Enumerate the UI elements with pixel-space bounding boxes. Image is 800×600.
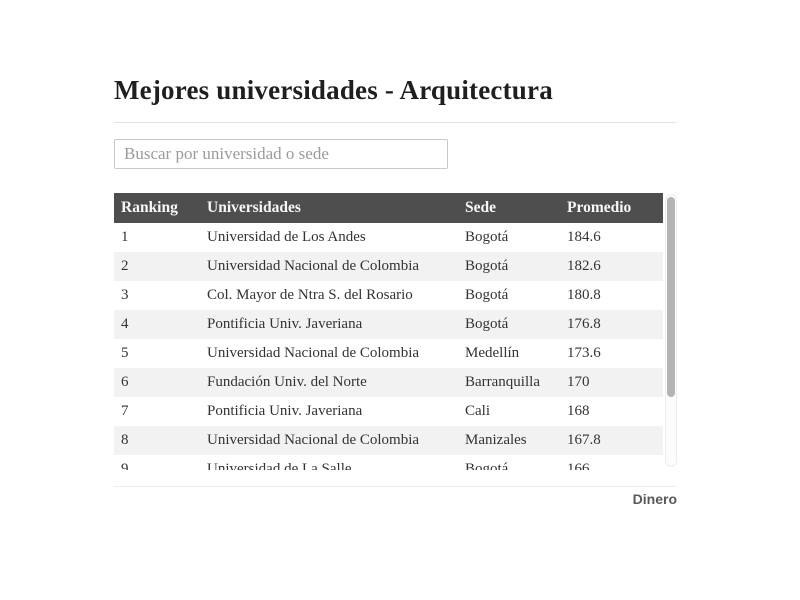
- cell-sede: Bogotá: [465, 229, 509, 245]
- page-title: Mejores universidades - Arquitectura: [114, 75, 553, 105]
- cell-ranking: 6: [121, 374, 129, 390]
- table-row: 1 Universidad de Los Andes Bogotá 184.6: [114, 223, 663, 252]
- column-header-ranking: Ranking: [114, 193, 207, 223]
- column-header-sede: Sede: [465, 193, 567, 223]
- ranking-table: Ranking Universidades Sede Promedio 1 Uni…: [114, 193, 663, 470]
- cell-universidad: Fundación Univ. del Norte: [207, 374, 367, 390]
- cell-universidad: Universidad Nacional de Colombia: [207, 432, 420, 448]
- cell-universidad: Universidad de Los Andes: [207, 229, 366, 245]
- cell-universidad: Universidad Nacional de Colombia: [207, 345, 420, 361]
- cell-universidad: Pontificia Univ. Javeriana: [207, 316, 363, 332]
- cell-promedio: 166: [567, 461, 590, 470]
- cell-ranking: 7: [121, 403, 129, 419]
- widget-container: Mejores universidades - Arquitectura Ran…: [114, 0, 677, 600]
- source-label: Dinero: [632, 491, 677, 507]
- cell-ranking: 2: [121, 258, 129, 274]
- cell-sede: Bogotá: [465, 258, 509, 274]
- footer-divider: [114, 486, 676, 487]
- cell-ranking: 8: [121, 432, 129, 448]
- cell-promedio: 182.6: [567, 258, 601, 274]
- cell-promedio: 184.6: [567, 229, 601, 245]
- table-row: 5 Universidad Nacional de Colombia Medellí…: [114, 339, 663, 368]
- cell-universidad: Universidad Nacional de Colombia: [207, 258, 420, 274]
- cell-ranking: 1: [121, 229, 129, 245]
- table-row: 2 Universidad Nacional de Colombia Bogotá 1…: [114, 252, 663, 281]
- cell-promedio: 173.6: [567, 345, 601, 361]
- table-row: 9 Universidad de La Salle Bogotá 166: [114, 455, 663, 470]
- table-header: Ranking Universidades Sede Promedio: [114, 193, 663, 223]
- column-header-universidades: Universidades: [207, 193, 465, 223]
- cell-universidad: Col. Mayor de Ntra S. del Rosario: [207, 287, 413, 303]
- column-header-promedio: Promedio: [567, 193, 663, 223]
- cell-sede: Bogotá: [465, 316, 509, 332]
- table-row: 4 Pontificia Univ. Javeriana Bogotá 176.8: [114, 310, 663, 339]
- cell-sede: Cali: [465, 403, 490, 419]
- table-scrollbar-thumb[interactable]: [667, 197, 675, 397]
- cell-sede: Medellín: [465, 345, 520, 361]
- table-body: 1 Universidad de Los Andes Bogotá 184.6 2 Uni…: [114, 223, 663, 470]
- search-input[interactable]: [114, 139, 448, 169]
- cell-universidad: Pontificia Univ. Javeriana: [207, 403, 363, 419]
- cell-sede: Barranquilla: [465, 374, 540, 390]
- cell-ranking: 9: [121, 461, 129, 470]
- cell-promedio: 168: [567, 403, 590, 419]
- cell-sede: Manizales: [465, 432, 527, 448]
- cell-ranking: 4: [121, 316, 129, 332]
- table-scrollbar-track[interactable]: [665, 194, 677, 467]
- cell-universidad: Universidad de La Salle: [207, 461, 352, 470]
- title-divider: [114, 122, 676, 123]
- table-row: 8 Universidad Nacional de Colombia Manizal…: [114, 426, 663, 455]
- cell-promedio: 180.8: [567, 287, 601, 303]
- cell-promedio: 176.8: [567, 316, 601, 332]
- table-row: 6 Fundación Univ. del Norte Barranquilla 17…: [114, 368, 663, 397]
- cell-sede: Bogotá: [465, 287, 509, 303]
- cell-promedio: 170: [567, 374, 590, 390]
- cell-promedio: 167.8: [567, 432, 601, 448]
- table-row: 3 Col. Mayor de Ntra S. del Rosario Bogotá…: [114, 281, 663, 310]
- cell-ranking: 5: [121, 345, 129, 361]
- cell-sede: Bogotá: [465, 461, 509, 470]
- table-viewport: Ranking Universidades Sede Promedio 1 Uni…: [114, 193, 677, 470]
- cell-ranking: 3: [121, 287, 129, 303]
- table-header-row: Ranking Universidades Sede Promedio: [114, 193, 663, 223]
- table-row: 7 Pontificia Univ. Javeriana Cali 168: [114, 397, 663, 426]
